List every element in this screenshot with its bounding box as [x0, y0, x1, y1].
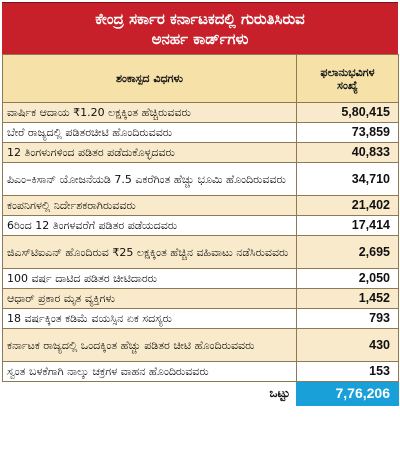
table-row: ಜಿಎಸ್‌ಟಿಐಎನ್ ಹೊಂದಿರುವ ₹25 ಲಕ್ಷಕ್ಕಿಂತ ಹೆಚ… — [2, 235, 399, 269]
table-row: ಬೇರೆ ರಾಜ್ಯದಲ್ಲಿ ಪಡಿತರಚೀಟಿ ಹೊಂದಿರುವವರು 73… — [2, 122, 399, 143]
row-category: 12 ತಿಂಗಳುಗಳಿಂದ ಪಡಿತರ ಪಡೆದುಕೊಳ್ಳದವರು — [2, 142, 297, 163]
row-count: 1,452 — [296, 288, 399, 309]
table-row: ಸ್ವಂತ ಬಳಕೆಗಾಗಿ ನಾಲ್ಕು ಚಕ್ರಗಳ ವಾಹನ ಹೊಂದಿರ… — [2, 361, 399, 382]
row-count: 2,050 — [296, 268, 399, 289]
header-count-line-1: ಫಲಾನುಭವಿಗಳ — [320, 65, 375, 79]
row-category: 100 ವರ್ಷ ದಾಟಿದ ಪಡಿತರ ಚೀಟಿದಾರರು — [2, 268, 297, 289]
row-category: ಪಿಎಂ–ಕಿಸಾನ್ ಯೋಜನೆಯಡಿ 7.5 ಎಕರೆಗಿಂತ ಹೆಚ್ಚು… — [2, 162, 297, 196]
total-row: ಒಟ್ಟು 7,76,206 — [2, 381, 399, 406]
row-category: ಆಧಾರ್ ಪ್ರಕಾರ ಮೃತ ವ್ಯಕ್ತಿಗಳು — [2, 288, 297, 309]
header-category: ಶಂಕಾಸ್ಪದ ವಿಧಗಳು — [2, 54, 297, 103]
beneficiaries-table: ಶಂಕಾಸ್ಪದ ವಿಧಗಳು ಫಲಾನುಭವಿಗಳ ಸಂಖ್ಯೆ ವಾರ್ಷಿ… — [2, 54, 399, 406]
title-line-1: ಕೇಂದ್ರ ಸರ್ಕಾರ ಕರ್ನಾಟಕದಲ್ಲಿ ಗುರುತಿಸಿರುವ — [95, 9, 305, 28]
row-count: 153 — [296, 361, 399, 382]
row-count: 73,859 — [296, 122, 399, 143]
header-count: ಫಲಾನುಭವಿಗಳ ಸಂಖ್ಯೆ — [296, 54, 399, 103]
row-category: 6ರಿಂದ 12 ತಿಂಗಳವರೆಗೆ ಪಡಿತರ ಪಡೆಯದವರು — [2, 215, 297, 236]
table-row: 18 ವರ್ಷಕ್ಕಿಂತ ಕಡಿಮೆ ವಯಸ್ಸಿನ ಏಕ ಸದಸ್ಯರು 7… — [2, 308, 399, 329]
row-category: ಬೇರೆ ರಾಜ್ಯದಲ್ಲಿ ಪಡಿತರಚೀಟಿ ಹೊಂದಿರುವವರು — [2, 122, 297, 143]
row-count: 793 — [296, 308, 399, 329]
table-row: ಪಿಎಂ–ಕಿಸಾನ್ ಯೋಜನೆಯಡಿ 7.5 ಎಕರೆಗಿಂತ ಹೆಚ್ಚು… — [2, 162, 399, 196]
row-category: ವಾರ್ಷಿಕ ಆದಾಯ ₹1.20 ಲಕ್ಷಕ್ಕಿಂತ ಹೆಚ್ಚಿರುವವ… — [2, 102, 297, 123]
row-category: ಸ್ವಂತ ಬಳಕೆಗಾಗಿ ನಾಲ್ಕು ಚಕ್ರಗಳ ವಾಹನ ಹೊಂದಿರ… — [2, 361, 297, 382]
title-banner: ಕೇಂದ್ರ ಸರ್ಕಾರ ಕರ್ನಾಟಕದಲ್ಲಿ ಗುರುತಿಸಿರುವ ಅ… — [2, 2, 398, 54]
total-label: ಒಟ್ಟು — [2, 381, 297, 406]
header-count-line-2: ಸಂಖ್ಯೆ — [337, 78, 358, 92]
table-row: ಕರ್ನಾಟಕ ರಾಜ್ಯದಲ್ಲಿ ಒಂದಕ್ಕಿಂತ ಹೆಚ್ಚು ಪಡಿತ… — [2, 328, 399, 362]
table-row: ಆಧಾರ್ ಪ್ರಕಾರ ಮೃತ ವ್ಯಕ್ತಿಗಳು 1,452 — [2, 288, 399, 309]
table-header-row: ಶಂಕಾಸ್ಪದ ವಿಧಗಳು ಫಲಾನುಭವಿಗಳ ಸಂಖ್ಯೆ — [2, 54, 399, 103]
row-count: 430 — [296, 328, 399, 362]
row-category: 18 ವರ್ಷಕ್ಕಿಂತ ಕಡಿಮೆ ವಯಸ್ಸಿನ ಏಕ ಸದಸ್ಯರು — [2, 308, 297, 329]
row-category: ಜಿಎಸ್‌ಟಿಐಎನ್ ಹೊಂದಿರುವ ₹25 ಲಕ್ಷಕ್ಕಿಂತ ಹೆಚ… — [2, 235, 297, 269]
table-row: ಕಂಪನಿಗಳಲ್ಲಿ ನಿರ್ದೇಶಕರಾಗಿರುವವರು 21,402 — [2, 195, 399, 216]
table-row: ವಾರ್ಷಿಕ ಆದಾಯ ₹1.20 ಲಕ್ಷಕ್ಕಿಂತ ಹೆಚ್ಚಿರುವವ… — [2, 102, 399, 123]
row-count: 21,402 — [296, 195, 399, 216]
table-row: 100 ವರ್ಷ ದಾಟಿದ ಪಡಿತರ ಚೀಟಿದಾರರು 2,050 — [2, 268, 399, 289]
table-row: 6ರಿಂದ 12 ತಿಂಗಳವರೆಗೆ ಪಡಿತರ ಪಡೆಯದವರು 17,41… — [2, 215, 399, 236]
title-line-2: ಅನರ್ಹ ಕಾರ್ಡ್‌ಗಳು — [151, 29, 249, 48]
row-count: 5,80,415 — [296, 102, 399, 123]
row-count: 34,710 — [296, 162, 399, 196]
table-row: 12 ತಿಂಗಳುಗಳಿಂದ ಪಡಿತರ ಪಡೆದುಕೊಳ್ಳದವರು 40,8… — [2, 142, 399, 163]
total-value: 7,76,206 — [296, 381, 399, 406]
row-category: ಕಂಪನಿಗಳಲ್ಲಿ ನಿರ್ದೇಶಕರಾಗಿರುವವರು — [2, 195, 297, 216]
row-count: 17,414 — [296, 215, 399, 236]
row-count: 2,695 — [296, 235, 399, 269]
row-category: ಕರ್ನಾಟಕ ರಾಜ್ಯದಲ್ಲಿ ಒಂದಕ್ಕಿಂತ ಹೆಚ್ಚು ಪಡಿತ… — [2, 328, 297, 362]
row-count: 40,833 — [296, 142, 399, 163]
